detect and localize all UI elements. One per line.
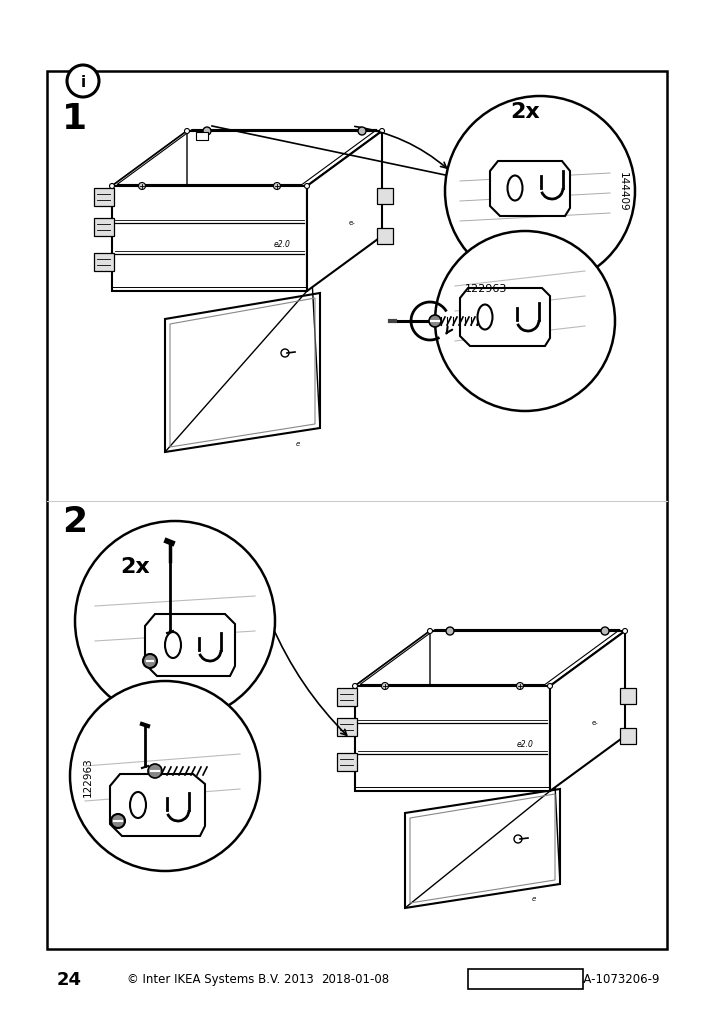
Bar bbox=[468, 969, 583, 989]
Circle shape bbox=[304, 184, 309, 189]
Text: e-: e- bbox=[348, 219, 356, 225]
Bar bbox=[94, 189, 114, 207]
Polygon shape bbox=[355, 632, 430, 792]
Polygon shape bbox=[112, 187, 307, 292]
Circle shape bbox=[67, 66, 99, 98]
Text: 2: 2 bbox=[62, 504, 88, 539]
Ellipse shape bbox=[165, 632, 181, 658]
Circle shape bbox=[353, 683, 358, 688]
Text: 122963: 122963 bbox=[465, 284, 508, 294]
Polygon shape bbox=[355, 632, 625, 686]
Circle shape bbox=[143, 654, 157, 668]
Circle shape bbox=[203, 127, 211, 135]
Text: 2x: 2x bbox=[120, 556, 150, 576]
Text: 24: 24 bbox=[57, 970, 82, 988]
Circle shape bbox=[70, 681, 260, 871]
Polygon shape bbox=[112, 131, 382, 187]
Bar bbox=[620, 728, 636, 744]
Polygon shape bbox=[165, 294, 320, 453]
Text: 2018-01-08: 2018-01-08 bbox=[321, 973, 389, 986]
Circle shape bbox=[109, 184, 114, 189]
Circle shape bbox=[273, 183, 281, 190]
Circle shape bbox=[358, 127, 366, 135]
Circle shape bbox=[429, 315, 441, 328]
Bar bbox=[377, 228, 393, 245]
Circle shape bbox=[428, 629, 433, 634]
Text: © Inter IKEA Systems B.V. 2013: © Inter IKEA Systems B.V. 2013 bbox=[126, 973, 313, 986]
Text: e2.0: e2.0 bbox=[273, 240, 291, 249]
Bar bbox=[47, 72, 667, 949]
Polygon shape bbox=[307, 131, 382, 292]
Bar bbox=[94, 254, 114, 272]
Polygon shape bbox=[550, 632, 625, 792]
Polygon shape bbox=[355, 686, 550, 792]
Bar bbox=[196, 132, 208, 141]
Text: AA-1073206-9: AA-1073206-9 bbox=[575, 973, 660, 986]
Text: e: e bbox=[532, 895, 536, 901]
Circle shape bbox=[623, 629, 628, 634]
Circle shape bbox=[184, 129, 189, 134]
Bar bbox=[377, 188, 393, 204]
Text: i: i bbox=[81, 75, 86, 89]
Circle shape bbox=[111, 814, 125, 828]
Circle shape bbox=[75, 522, 275, 721]
Circle shape bbox=[380, 129, 385, 134]
Bar bbox=[337, 688, 357, 707]
Text: e: e bbox=[296, 441, 300, 447]
Text: 122963: 122963 bbox=[83, 756, 93, 796]
Circle shape bbox=[435, 232, 615, 411]
Polygon shape bbox=[490, 162, 570, 216]
Circle shape bbox=[601, 628, 609, 635]
Circle shape bbox=[139, 183, 146, 190]
Bar bbox=[337, 753, 357, 771]
Polygon shape bbox=[145, 615, 235, 676]
Circle shape bbox=[445, 97, 635, 287]
Ellipse shape bbox=[478, 305, 493, 331]
Polygon shape bbox=[112, 131, 187, 292]
Polygon shape bbox=[110, 774, 205, 836]
Circle shape bbox=[381, 682, 388, 690]
Polygon shape bbox=[405, 790, 560, 908]
Circle shape bbox=[446, 628, 454, 635]
Circle shape bbox=[281, 350, 289, 358]
Ellipse shape bbox=[130, 793, 146, 818]
Polygon shape bbox=[460, 289, 550, 347]
Circle shape bbox=[516, 682, 523, 690]
Bar bbox=[620, 687, 636, 704]
Text: 2x: 2x bbox=[510, 102, 540, 122]
Circle shape bbox=[148, 764, 162, 778]
Text: e2.0: e2.0 bbox=[516, 739, 533, 748]
Bar bbox=[337, 718, 357, 736]
Bar bbox=[94, 218, 114, 237]
Ellipse shape bbox=[508, 176, 523, 201]
Text: e-: e- bbox=[592, 719, 598, 725]
Text: 1: 1 bbox=[62, 102, 88, 135]
Text: 144409: 144409 bbox=[618, 172, 628, 211]
Circle shape bbox=[548, 683, 553, 688]
Circle shape bbox=[514, 835, 522, 843]
